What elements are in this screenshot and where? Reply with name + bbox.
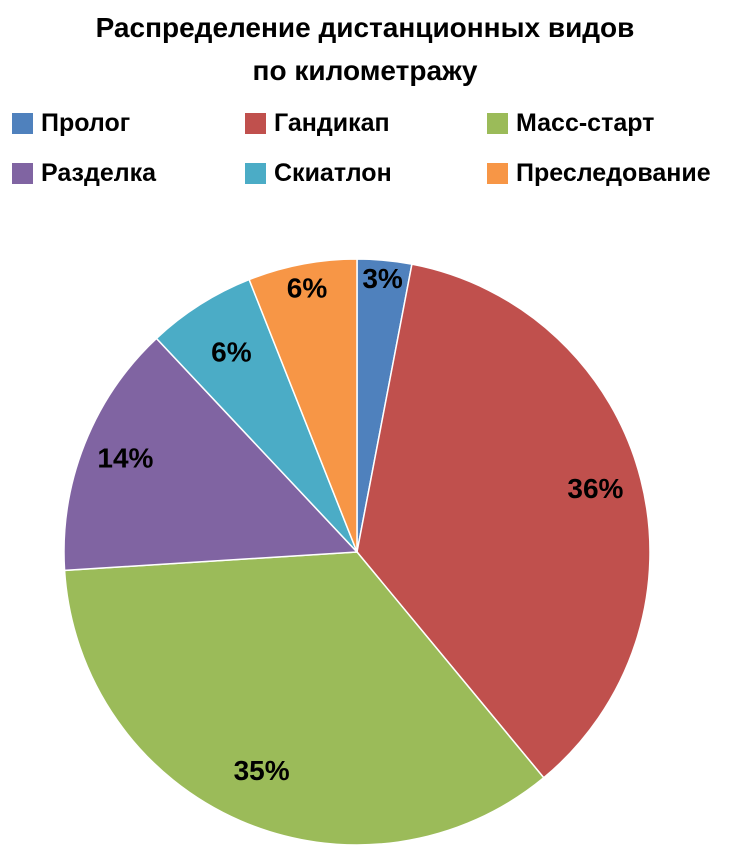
legend-item-gandikap: Гандикап	[245, 108, 487, 138]
pie-slice-label-prolog: 3%	[362, 263, 403, 294]
legend-swatch-razdelka	[12, 162, 33, 184]
chart-legend: Пролог Гандикап Масс-старт Разделка Скиа…	[0, 108, 730, 188]
legend-swatch-presledovanie	[487, 162, 508, 184]
pie-slice-label-skiatlon: 6%	[211, 336, 252, 367]
pie-slice-razdelka	[63, 337, 359, 572]
legend-swatch-skiatlon	[245, 162, 266, 184]
pie-slice-label-mass-start: 35%	[234, 755, 290, 786]
legend-label: Пролог	[41, 108, 131, 137]
legend-item-mass-start: Масс-старт	[487, 108, 730, 138]
pie-slice-label-presledovanie: 6%	[287, 272, 328, 303]
legend-label: Скиатлон	[274, 158, 392, 187]
pie-slice-gandikap	[356, 263, 651, 779]
legend-swatch-gandikap	[245, 112, 266, 134]
legend-label: Преследование	[516, 158, 711, 187]
legend-label: Разделка	[41, 158, 157, 187]
legend-label: Масс-старт	[516, 108, 655, 137]
pie-slice-label-razdelka: 14%	[97, 443, 153, 474]
chart-title-line1: Распределение дистанционных видов	[95, 12, 635, 43]
legend-label: Гандикап	[274, 108, 390, 137]
legend-item-razdelka: Разделка	[12, 158, 245, 188]
legend-item-prolog: Пролог	[12, 108, 245, 138]
pie-slice-label-gandikap: 36%	[567, 473, 623, 504]
legend-item-presledovanie: Преследование	[487, 158, 730, 188]
chart-title-line2: по километражу	[252, 55, 478, 86]
pie-slice-mass-start	[63, 551, 545, 846]
pie-slice-presledovanie	[248, 258, 358, 553]
chart-title: Распределение дистанционных видов по кил…	[0, 6, 730, 92]
legend-swatch-mass-start	[487, 112, 508, 134]
legend-item-skiatlon: Скиатлон	[245, 158, 487, 188]
legend-swatch-prolog	[12, 112, 33, 134]
